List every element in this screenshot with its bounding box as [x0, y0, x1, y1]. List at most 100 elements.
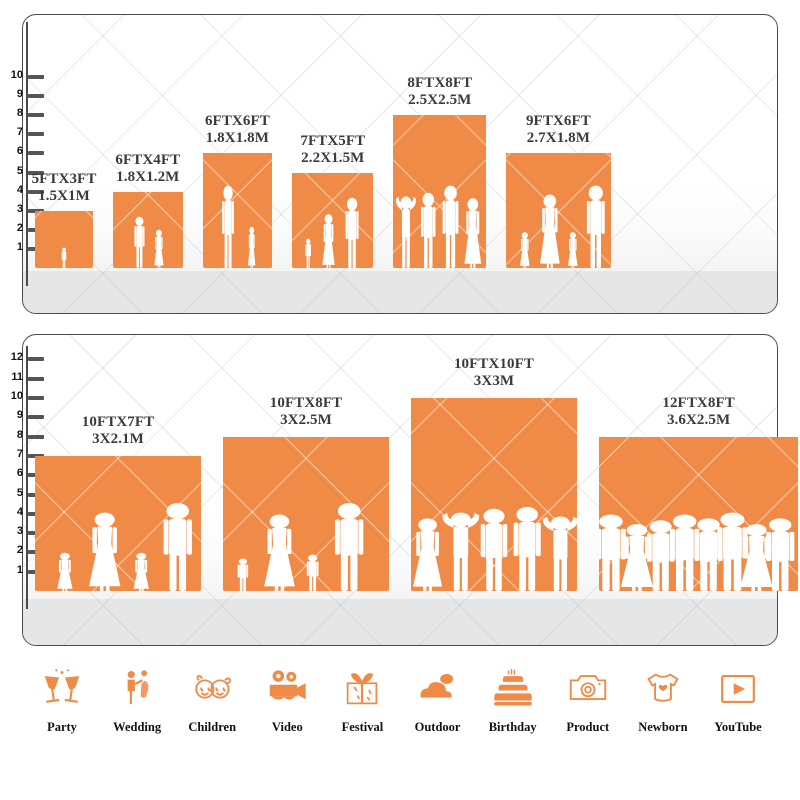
wedding-couple-icon[interactable] — [108, 660, 166, 718]
bar-label-m: 2.5X2.5M — [408, 92, 472, 109]
bar-10FTX8FT — [223, 436, 389, 591]
bar-label-ft: 5FTX3FT — [31, 170, 97, 187]
y-tick-label: 2 — [16, 544, 23, 557]
y-tick-label: 12 — [10, 351, 23, 364]
bar-label-ft: 10FTX8FT — [269, 394, 343, 411]
y-tick-label: 6 — [16, 467, 23, 480]
video-camera-icon[interactable] — [258, 660, 316, 718]
bar-label-m: 1.8X1.2M — [116, 168, 180, 185]
bar-6FTX6FT — [202, 153, 273, 268]
icon-label: Outdoor — [414, 720, 461, 734]
bar-label-6FTX4FT: 6FTX4FT 1.8X1.2M — [78, 152, 218, 186]
gift-box-icon[interactable] — [333, 660, 391, 718]
icon-cell-wedding[interactable]: Wedding — [101, 660, 173, 760]
bar-label-m: 3X2.1M — [92, 430, 144, 447]
y-tick — [28, 396, 44, 400]
bar-label-6FTX6FT: 6FTX6FT 1.8X1.8M — [167, 113, 307, 147]
bar-label-10FTX8FT: 10FTX8FT 3X2.5M — [236, 395, 376, 429]
y-tick-label: 7 — [16, 447, 23, 460]
y-tick — [28, 94, 44, 99]
children-faces-icon[interactable] — [183, 660, 241, 718]
icon-label: Product — [566, 720, 610, 734]
icon-label: Wedding — [113, 720, 162, 734]
bar-label-12FTX8FT: 12FTX8FT 3.6X2.5M — [629, 395, 769, 429]
icon-cell-product[interactable]: Product — [552, 660, 624, 760]
y-tick-label: 5 — [16, 164, 23, 177]
icon-label: Video — [271, 720, 303, 734]
icon-label: Children — [188, 720, 237, 734]
bar-label-9FTX6FT: 9FTX6FT 2.7X1.8M — [488, 113, 628, 147]
icon-label: YouTube — [714, 720, 762, 734]
bar-label-m: 1.5X1M — [38, 187, 90, 204]
icon-cell-newborn[interactable]: Newborn — [627, 660, 699, 760]
bar-5FTX3FT — [35, 210, 93, 268]
y-tick-label: 3 — [16, 525, 23, 538]
bar-label-m: 1.8X1.8M — [205, 130, 270, 147]
icon-cell-festival[interactable]: Festival — [326, 660, 398, 760]
birthday-cake-icon[interactable] — [484, 660, 542, 718]
y-axis-line — [26, 22, 28, 286]
y-tick-label: 9 — [16, 88, 23, 101]
y-tick-label: 10 — [10, 69, 23, 81]
icon-cell-outdoor[interactable]: Outdoor — [402, 660, 474, 760]
icon-cell-youtube[interactable]: YouTube — [702, 660, 774, 760]
bar-label-m: 3X3M — [473, 373, 515, 390]
bar-label-7FTX5FT: 7FTX5FT 2.2X1.5M — [263, 133, 403, 167]
y-tick — [28, 434, 44, 439]
cloud-outdoor-icon[interactable] — [409, 660, 467, 718]
y-tick-label: 6 — [16, 145, 23, 158]
icon-label: Newborn — [638, 720, 688, 734]
y-tick-label: 3 — [16, 202, 23, 215]
bar-label-ft: 8FTX8FT — [407, 75, 473, 92]
y-tick — [28, 415, 44, 420]
bar-8FTX8FT — [393, 115, 487, 268]
bar-label-ft: 6FTX6FT — [204, 113, 270, 130]
party-glasses-icon[interactable] — [33, 660, 91, 718]
y-tick-label: 4 — [16, 183, 23, 196]
y-tick — [28, 170, 44, 175]
y-tick-label: 1 — [16, 563, 23, 576]
bar-label-10FTX10FT: 10FTX10FT 3X3M — [424, 356, 564, 390]
bar-label-ft: 10FTX10FT — [453, 356, 535, 372]
icon-label: Festival — [341, 720, 384, 734]
bar-label-10FTX7FT: 10FTX7FT 3X2.1M — [48, 414, 188, 448]
category-icon-strip: Party Wedding Children Video — [0, 660, 800, 760]
play-button-icon[interactable] — [709, 660, 767, 718]
y-tick — [28, 113, 44, 118]
y-tick-label: 5 — [16, 486, 23, 499]
icon-label: Party — [47, 720, 77, 734]
icon-cell-party[interactable]: Party — [26, 660, 98, 760]
bar-label-ft: 10FTX7FT — [81, 413, 155, 430]
bar-10FTX10FT — [411, 398, 577, 591]
y-tick — [28, 189, 44, 194]
bar-label-m: 2.7X1.8M — [526, 130, 591, 147]
bar-7FTX5FT — [292, 172, 374, 268]
y-tick — [28, 357, 44, 362]
bar-10FTX7FT — [35, 455, 201, 591]
icon-cell-video[interactable]: Video — [251, 660, 323, 760]
y-axis-line — [26, 346, 28, 609]
icon-cell-birthday[interactable]: Birthday — [477, 660, 549, 760]
camera-icon[interactable] — [559, 660, 617, 718]
bar-label-5FTX3FT: 5FTX3FT 1.5X1M — [0, 171, 134, 205]
y-tick-label: 10 — [10, 390, 23, 402]
y-tick-label: 8 — [16, 107, 23, 120]
y-tick — [28, 151, 44, 156]
y-tick-label: 1 — [16, 240, 23, 253]
bar-9FTX6FT — [506, 153, 611, 268]
bar-label-m: 3.6X2.5M — [666, 411, 731, 428]
icon-label: Birthday — [488, 720, 537, 734]
icon-cell-children[interactable]: Children — [176, 660, 248, 760]
bar-label-ft: 9FTX6FT — [525, 113, 591, 130]
y-tick-label: 4 — [16, 505, 23, 518]
bar-12FTX8FT — [599, 436, 799, 591]
baby-onesie-icon[interactable] — [634, 660, 692, 718]
y-tick — [28, 132, 44, 137]
bar-label-ft: 6FTX4FT — [115, 151, 181, 168]
y-tick-label: 2 — [16, 221, 23, 234]
y-tick-label: 8 — [16, 428, 23, 441]
bar-6FTX4FT — [113, 191, 183, 268]
bar-label-ft: 12FTX8FT — [662, 394, 735, 411]
y-tick-label: 11 — [11, 370, 23, 383]
chart-floor — [23, 599, 777, 645]
